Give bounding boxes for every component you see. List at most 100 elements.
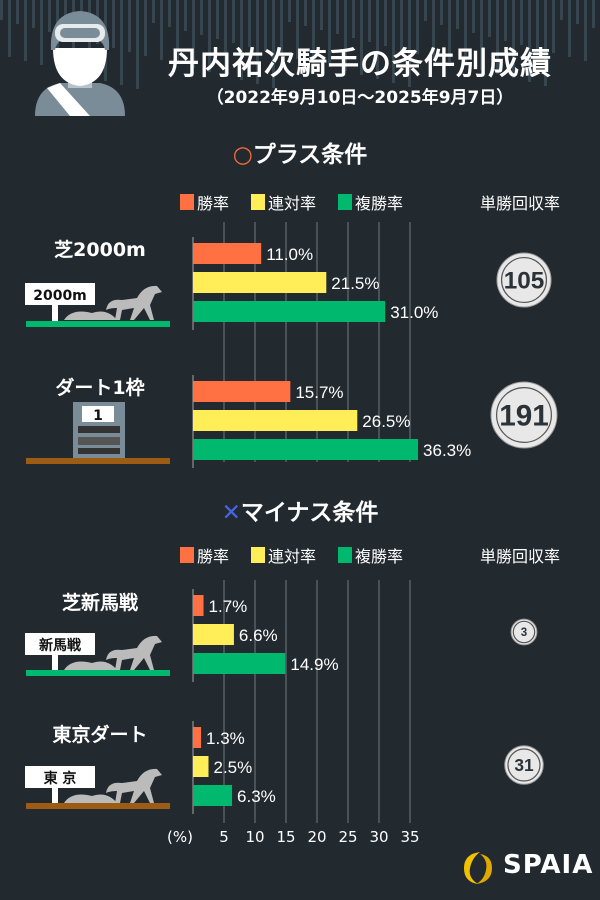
decor-line [208,0,211,72]
decor-line [544,0,547,86]
sign-text: 2000m [33,288,87,304]
decor-line [296,0,299,59]
decor-line [592,0,595,28]
decor-line [560,0,563,20]
decor-line [168,0,171,27]
legend-item: 複勝率 [338,190,403,214]
decor-line [416,0,419,54]
decor-line [368,0,371,42]
decor-line [336,0,339,34]
section-minus-heading: ✕マイナス条件 [0,493,600,527]
x-axis-label: (%) [167,828,193,846]
data-label: 15.7% [295,383,343,402]
bar-quinella [193,410,358,431]
decor-line [40,0,43,65]
roi-header: 単勝回収率 [480,547,561,566]
roi-coin-ring [512,620,536,644]
roi-coin-ring [496,387,552,443]
x-tick-label: 20 [307,828,327,846]
x-tick-label: 30 [369,828,389,846]
decor-line [160,0,163,60]
decor-line [576,0,579,24]
decor-line [352,0,355,38]
decor-line [8,0,11,57]
roi-header: 単勝回収率 [480,194,561,213]
bar-place [193,301,386,322]
background-decoration [0,0,595,89]
bar-quinella [193,272,327,293]
decor-line [272,0,275,88]
jockey-avatar-icon [35,11,125,116]
decor-line [400,0,403,50]
decor-line [200,0,203,35]
sign-text: 新馬戦 [39,637,82,654]
bar-win [193,595,204,616]
decor-line [144,0,147,56]
data-label: 2.5% [214,758,253,777]
category-label: 芝新馬戦 [61,592,138,614]
bar-place [193,653,286,674]
category-label: 東京ダート [52,724,148,746]
decor-line [248,0,251,47]
decor-line [224,0,227,76]
decor-line [232,0,235,43]
data-label: 1.3% [206,729,245,748]
decor-line [568,0,571,57]
x-tick-label: 5 [219,828,229,846]
roi-value: 105 [504,268,545,295]
decor-line [216,0,219,39]
decor-line [408,0,411,87]
roi-coin [504,745,544,785]
decor-line [128,0,131,52]
legend-item: 勝率 [180,190,229,214]
decor-line [176,0,179,64]
data-label: 26.5% [362,412,410,431]
decor-line [0,0,3,20]
decor-line [504,0,507,41]
decor-line [392,0,395,83]
decor-line [536,0,539,49]
legend-minus: 勝率 連対率 複勝率 [180,543,403,567]
decor-line [192,0,195,68]
decor-line [152,0,155,23]
decor-line [472,0,475,33]
spaia-logo-icon [464,852,492,884]
decor-line [464,0,467,66]
data-label: 6.6% [239,626,278,645]
decor-line [288,0,291,22]
decor-line [16,0,19,24]
decor-line [264,0,267,51]
bar-win [193,243,262,264]
decor-line [312,0,315,63]
data-label: 31.0% [390,303,438,322]
sign-text: 1 [93,408,103,424]
decor-line [328,0,331,67]
legend-item: 連対率 [251,543,316,567]
bar-place [193,785,233,806]
roi-coin [496,252,552,308]
legend-plus: 勝率 連対率 複勝率 [180,190,403,214]
decor-line [344,0,347,71]
decor-line [120,0,123,85]
section-plus-heading: ○プラス条件 [0,135,600,169]
bar-quinella [193,624,234,645]
x-tick-label: 25 [338,828,358,846]
bar-win [193,727,202,748]
decor-line [480,0,483,70]
circle-icon: ○ [232,142,253,168]
decor-line [376,0,379,79]
bar-place [193,439,419,460]
brand-logo-text: SPAIA [503,850,594,880]
section-title: プラス条件 [252,142,368,168]
decor-line [448,0,451,62]
cross-icon: ✕ [221,500,241,526]
decor-line [512,0,515,78]
roi-coin [490,381,558,449]
decor-line [528,0,531,82]
x-tick-label: 10 [245,828,265,846]
category-label: ダート1枠 [55,377,145,399]
legend-item: 勝率 [180,543,229,567]
decor-line [280,0,283,55]
category-label: 芝2000m [54,239,146,261]
